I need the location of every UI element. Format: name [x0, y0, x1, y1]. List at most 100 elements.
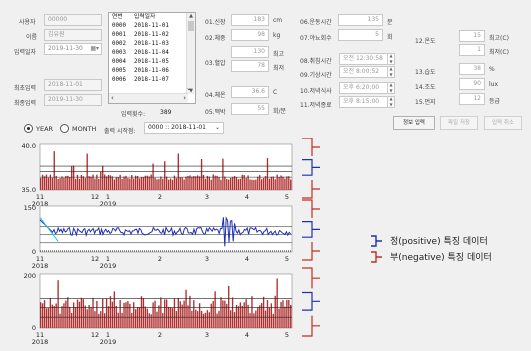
chart-bar	[133, 178, 135, 190]
chart-bar	[74, 307, 77, 328]
environment-metric-field[interactable]: 1	[459, 44, 485, 56]
chart-bar	[251, 296, 253, 328]
chart-bar	[260, 179, 263, 190]
input-date-picker[interactable]: 2019-11-30 ▦▾	[44, 43, 102, 55]
chart-bar	[82, 176, 85, 190]
list-item[interactable]: 0002 2018-11-03	[109, 40, 195, 49]
scroll-thumb[interactable]	[188, 21, 194, 31]
body-metric-field[interactable]: 183	[231, 14, 269, 26]
start-point-label: 출력 시작점:	[104, 128, 136, 135]
list-item-index: 0002	[112, 41, 126, 47]
list-vscroll[interactable]: ▲ ▼	[186, 13, 195, 94]
chart-bar	[218, 177, 220, 190]
time-spinner-icon[interactable]: ▲ ▼	[387, 96, 394, 108]
chart-bar	[179, 177, 181, 190]
chart-bar	[173, 175, 176, 190]
name-field[interactable]: 김유원	[44, 29, 102, 41]
body-metric-field[interactable]: 130	[231, 46, 269, 58]
chart-bar	[123, 302, 125, 328]
lifestyle-metric-field[interactable]: 오후 6:20:00	[339, 82, 395, 94]
list-item[interactable]: 0005 2018-11-06	[109, 67, 195, 76]
body-metric-field[interactable]: 36.6	[231, 86, 269, 98]
chart-bar	[40, 178, 42, 190]
chart-bar	[200, 158, 203, 190]
list-item[interactable]: 0003 2018-11-04	[109, 49, 195, 58]
chart-bar	[239, 302, 242, 328]
chart-year-label: 2019	[100, 338, 117, 346]
negative-bracket	[302, 138, 320, 156]
chart-bar	[169, 178, 172, 190]
save-file-button[interactable]: 파일 저장	[440, 116, 478, 130]
chart-bar	[224, 176, 226, 190]
submit-info-button[interactable]: 정보 입력	[393, 116, 435, 130]
environment-metric-field[interactable]: 90	[459, 78, 485, 90]
chart-bar	[226, 179, 228, 190]
chart-bar	[96, 300, 98, 328]
time-spinner-icon[interactable]: ▲ ▼	[387, 66, 394, 78]
chart-bar	[166, 299, 168, 328]
chart-bar	[222, 158, 224, 190]
start-point-select[interactable]: 0000 :: 2018-11-01 ⌄	[144, 122, 224, 134]
year-radio-dot[interactable]	[24, 124, 33, 133]
calendar-icon[interactable]: ▦▾	[90, 45, 99, 52]
body-metric-field[interactable]: 98	[231, 29, 269, 41]
chart-bar	[41, 303, 44, 328]
lifestyle-metric-field[interactable]: 5	[338, 29, 383, 41]
chevron-down-icon[interactable]: ⌄	[214, 124, 220, 131]
chart-bar	[142, 177, 145, 190]
chart-bar	[136, 307, 139, 328]
chart-bar	[67, 297, 69, 328]
cancel-input-button[interactable]: 입력 취소	[484, 116, 522, 130]
environment-metric-field[interactable]: 12	[459, 93, 485, 105]
environment-metric-field[interactable]: 38	[459, 63, 485, 75]
chart-bar	[78, 301, 81, 328]
lifestyle-metric-field[interactable]: 135	[338, 14, 383, 26]
chart-bar	[278, 177, 280, 190]
chart-bar	[102, 298, 104, 328]
lifestyle-metric-label: 09.기상시간	[300, 72, 332, 79]
list-hscroll[interactable]: ‹ ›	[109, 93, 188, 103]
chart-month-label: 4	[245, 255, 249, 263]
month-radio[interactable]: MONTH	[60, 124, 96, 133]
last-input-field[interactable]: 2019-11-30	[44, 94, 102, 106]
chart-month-label: 4	[245, 193, 249, 201]
lifestyle-metric-field[interactable]: 오전 8:00:52	[339, 66, 395, 78]
body-metric-label: 04.체온	[205, 92, 226, 99]
list-item-index: 0001	[112, 32, 126, 38]
chart-bar	[100, 171, 102, 190]
chart-year-label: 2019	[100, 262, 117, 270]
record-list[interactable]: 연번 입력일자 0000 2018-11-01 0001 2018-11-02 0002…	[108, 12, 196, 104]
scroll-up-icon[interactable]: ▲	[189, 13, 193, 19]
chart-bar	[67, 175, 69, 190]
time-spinner-icon[interactable]: ▲ ▼	[387, 82, 394, 94]
chart-bar	[257, 176, 259, 190]
lifestyle-metric-field[interactable]: 오전 12:30:58	[339, 53, 395, 65]
chart-year-label: 2018	[32, 338, 49, 346]
first-input-field[interactable]: 2018-11-01	[44, 79, 102, 91]
environment-metric-field[interactable]: 15	[459, 30, 485, 42]
lifestyle-metric-field[interactable]: 오후 8:15:00	[339, 96, 395, 108]
scroll-left-icon[interactable]: ‹	[111, 94, 114, 102]
list-item[interactable]: 0001 2018-11-02	[109, 31, 195, 40]
scroll-down-icon[interactable]: ▼	[189, 88, 193, 94]
chart-bar	[222, 300, 224, 328]
time-spinner-icon[interactable]: ▲ ▼	[387, 53, 394, 65]
chart-bar	[53, 151, 55, 190]
list-dropdown-icon[interactable]: ⌄	[186, 84, 192, 92]
chart-bar	[259, 305, 261, 328]
body-metric-field[interactable]: 55	[231, 103, 269, 115]
chart-bar	[260, 303, 263, 328]
list-item[interactable]: 0004 2018-11-05	[109, 58, 195, 67]
legend-positive-text: 정(positive) 특징 데이터	[390, 237, 488, 247]
year-radio[interactable]: YEAR	[24, 124, 53, 133]
user-field[interactable]: 00000	[44, 14, 102, 26]
body-metric-field[interactable]: 78	[231, 60, 269, 72]
month-radio-dot[interactable]	[60, 124, 69, 133]
list-item[interactable]: 0006 2018-11-07	[109, 76, 195, 85]
list-item[interactable]: 0000 2018-11-01	[109, 22, 195, 31]
chart-bar	[280, 175, 282, 190]
chart-series-line	[39, 216, 291, 247]
chart-bar	[185, 289, 187, 328]
chart-bar	[210, 179, 212, 190]
scroll-right-icon[interactable]: ›	[183, 94, 186, 102]
